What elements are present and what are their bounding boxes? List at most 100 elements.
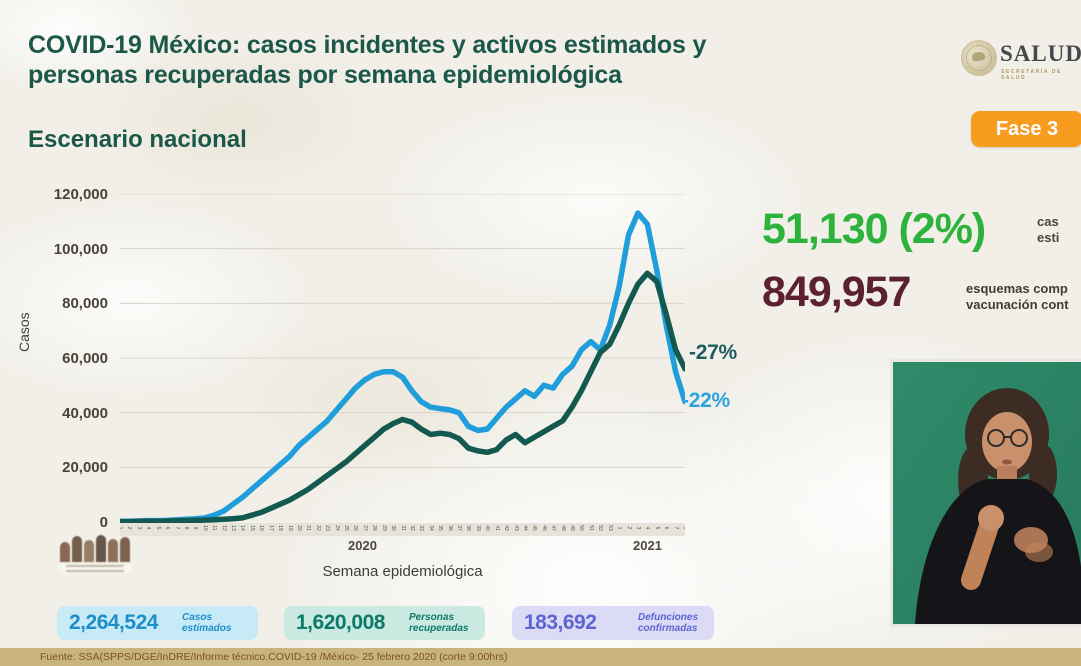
page-title: COVID-19 México: casos incidentes y acti… xyxy=(28,30,788,90)
week-tick-label: 47 xyxy=(550,525,557,531)
week-tick-label: 48 xyxy=(559,525,566,531)
week-tick-label: 14 xyxy=(239,525,246,531)
y-tick-label: 120,000 xyxy=(53,186,108,203)
stat-value: 1,620,008 xyxy=(296,611,385,634)
annotation-estimated-change: -22% xyxy=(682,389,730,412)
scenario-subtitle: Escenario nacional xyxy=(28,126,247,153)
y-tick-label: 40,000 xyxy=(62,404,108,422)
stat-pill-confirmed-deaths: 183,692 Defunciones confirmadas xyxy=(512,606,714,640)
week-tick-label: 44 xyxy=(521,525,528,531)
week-tick-label: 15 xyxy=(248,525,255,531)
week-tick-label: 18 xyxy=(277,525,284,531)
week-tick-label: 19 xyxy=(286,525,293,531)
week-tick-label: 9 xyxy=(192,526,199,530)
week-tick-label: 7 xyxy=(173,526,180,530)
salud-logo-text: SALUD xyxy=(1000,41,1081,66)
week-tick-label: 34 xyxy=(427,525,434,531)
week-tick-label: 53 xyxy=(606,525,613,531)
week-tick-label: 21 xyxy=(305,525,312,531)
week-tick-label: 5 xyxy=(653,526,660,530)
active-cases-stat-label: cas esti xyxy=(1037,214,1060,245)
y-tick-label: 20,000 xyxy=(62,459,108,477)
week-tick-label: 39 xyxy=(474,525,481,531)
week-tick-label: 36 xyxy=(446,525,453,531)
week-tick-label: 31 xyxy=(399,525,406,531)
x-axis-year-2020: 2020 xyxy=(348,538,377,553)
week-tick-label: 6 xyxy=(164,526,171,530)
photo-people-silhouettes xyxy=(58,532,132,562)
stat-value: 2,264,524 xyxy=(69,611,158,634)
week-tick-label: 49 xyxy=(569,525,575,531)
source-footer: Fuente: SSA(SPPS/DGE/InDRE/Informe técni… xyxy=(0,648,1081,666)
week-tick-label: 46 xyxy=(540,525,547,531)
x-axis-label: Semana epidemiológica xyxy=(322,563,483,580)
week-tick-label: 27 xyxy=(361,525,368,531)
week-tick-label: 38 xyxy=(465,525,472,531)
week-tick-label: 23 xyxy=(324,525,331,531)
week-tick-label: 26 xyxy=(352,525,359,531)
phase-badge: Fase 3 xyxy=(971,111,1081,147)
salud-seal-icon xyxy=(961,40,997,76)
week-tick-label: 28 xyxy=(371,525,378,531)
stat-label: Defunciones confirmadas xyxy=(638,612,699,634)
week-tick-label: 2 xyxy=(625,526,632,530)
y-tick-label: 80,000 xyxy=(62,295,108,313)
week-tick-label: 35 xyxy=(437,525,444,531)
seal-ring xyxy=(966,45,992,71)
week-tick-label: 20 xyxy=(295,525,302,531)
week-tick-label: 42 xyxy=(503,525,510,531)
x-axis-week-ticks: 1234567891011121314151617181920212223242… xyxy=(120,523,685,536)
line-chart xyxy=(120,194,685,523)
week-tick-label: 52 xyxy=(597,525,604,531)
stat-pill-recovered: 1,620,008 Personas recuperadas xyxy=(284,606,485,640)
week-tick-label: 43 xyxy=(512,525,519,531)
vaccination-stat: 849,957 xyxy=(762,268,911,316)
week-tick-label: 10 xyxy=(201,525,208,531)
week-tick-label: 25 xyxy=(343,525,349,531)
week-tick-label: 41 xyxy=(493,525,500,531)
active-cases-stat: 51,130 (2%) xyxy=(762,205,986,253)
week-tick-label: 6 xyxy=(663,526,670,530)
annotation-recovered-change: -27% xyxy=(689,341,737,364)
y-axis-ticks: 120,000 100,000 80,000 60,000 40,000 20,000 0 xyxy=(22,186,108,531)
x-axis-year-2021: 2021 xyxy=(633,538,662,553)
week-tick-label: 22 xyxy=(314,525,321,531)
week-tick-label: 16 xyxy=(258,525,265,531)
week-tick-label: 33 xyxy=(418,525,425,531)
interpreter-illustration xyxy=(893,362,1081,624)
week-tick-label: 29 xyxy=(380,525,387,531)
week-tick-label: 32 xyxy=(408,525,415,531)
week-tick-label: 3 xyxy=(135,526,142,530)
stat-label: Personas recuperadas xyxy=(409,612,469,634)
week-tick-label: 37 xyxy=(456,525,462,531)
sign-language-interpreter-video xyxy=(890,359,1081,627)
week-tick-label: 11 xyxy=(211,525,218,531)
week-tick-label: 45 xyxy=(531,525,538,531)
week-tick-label: 4 xyxy=(145,526,152,530)
photo-caption-lines xyxy=(58,565,132,579)
stat-pill-estimated-cases: 2,264,524 Casos estimados xyxy=(57,606,258,640)
page-title-line1: COVID-19 México: casos incidentes y acti… xyxy=(28,31,707,59)
week-tick-label: 3 xyxy=(634,526,641,530)
week-tick-label: 40 xyxy=(484,525,491,531)
salud-logo-subtext: SECRETARÍA DE SALUD xyxy=(1001,69,1063,81)
vaccination-stat-label: esquemas comp vacunación cont xyxy=(966,281,1069,312)
week-tick-label: 8 xyxy=(182,526,189,530)
week-tick-label: 1 xyxy=(616,526,623,530)
press-conference-photo-watermark xyxy=(58,528,132,586)
page-title-line2: personas recuperadas por semana epidemio… xyxy=(28,61,622,89)
week-tick-label: 50 xyxy=(578,525,585,531)
week-tick-label: 5 xyxy=(154,526,161,530)
week-tick-label: 17 xyxy=(267,525,274,531)
week-tick-label: 30 xyxy=(390,525,397,531)
week-tick-label: 4 xyxy=(644,526,651,530)
week-tick-label: 7 xyxy=(672,526,679,530)
y-tick-label: 0 xyxy=(99,514,108,531)
stat-label: Casos estimados xyxy=(182,612,232,634)
week-tick-label: 24 xyxy=(333,525,340,531)
y-tick-label: 60,000 xyxy=(62,350,108,367)
week-tick-label: 8 xyxy=(682,524,685,532)
y-tick-label: 100,000 xyxy=(53,240,108,258)
week-tick-label: 13 xyxy=(230,525,236,531)
